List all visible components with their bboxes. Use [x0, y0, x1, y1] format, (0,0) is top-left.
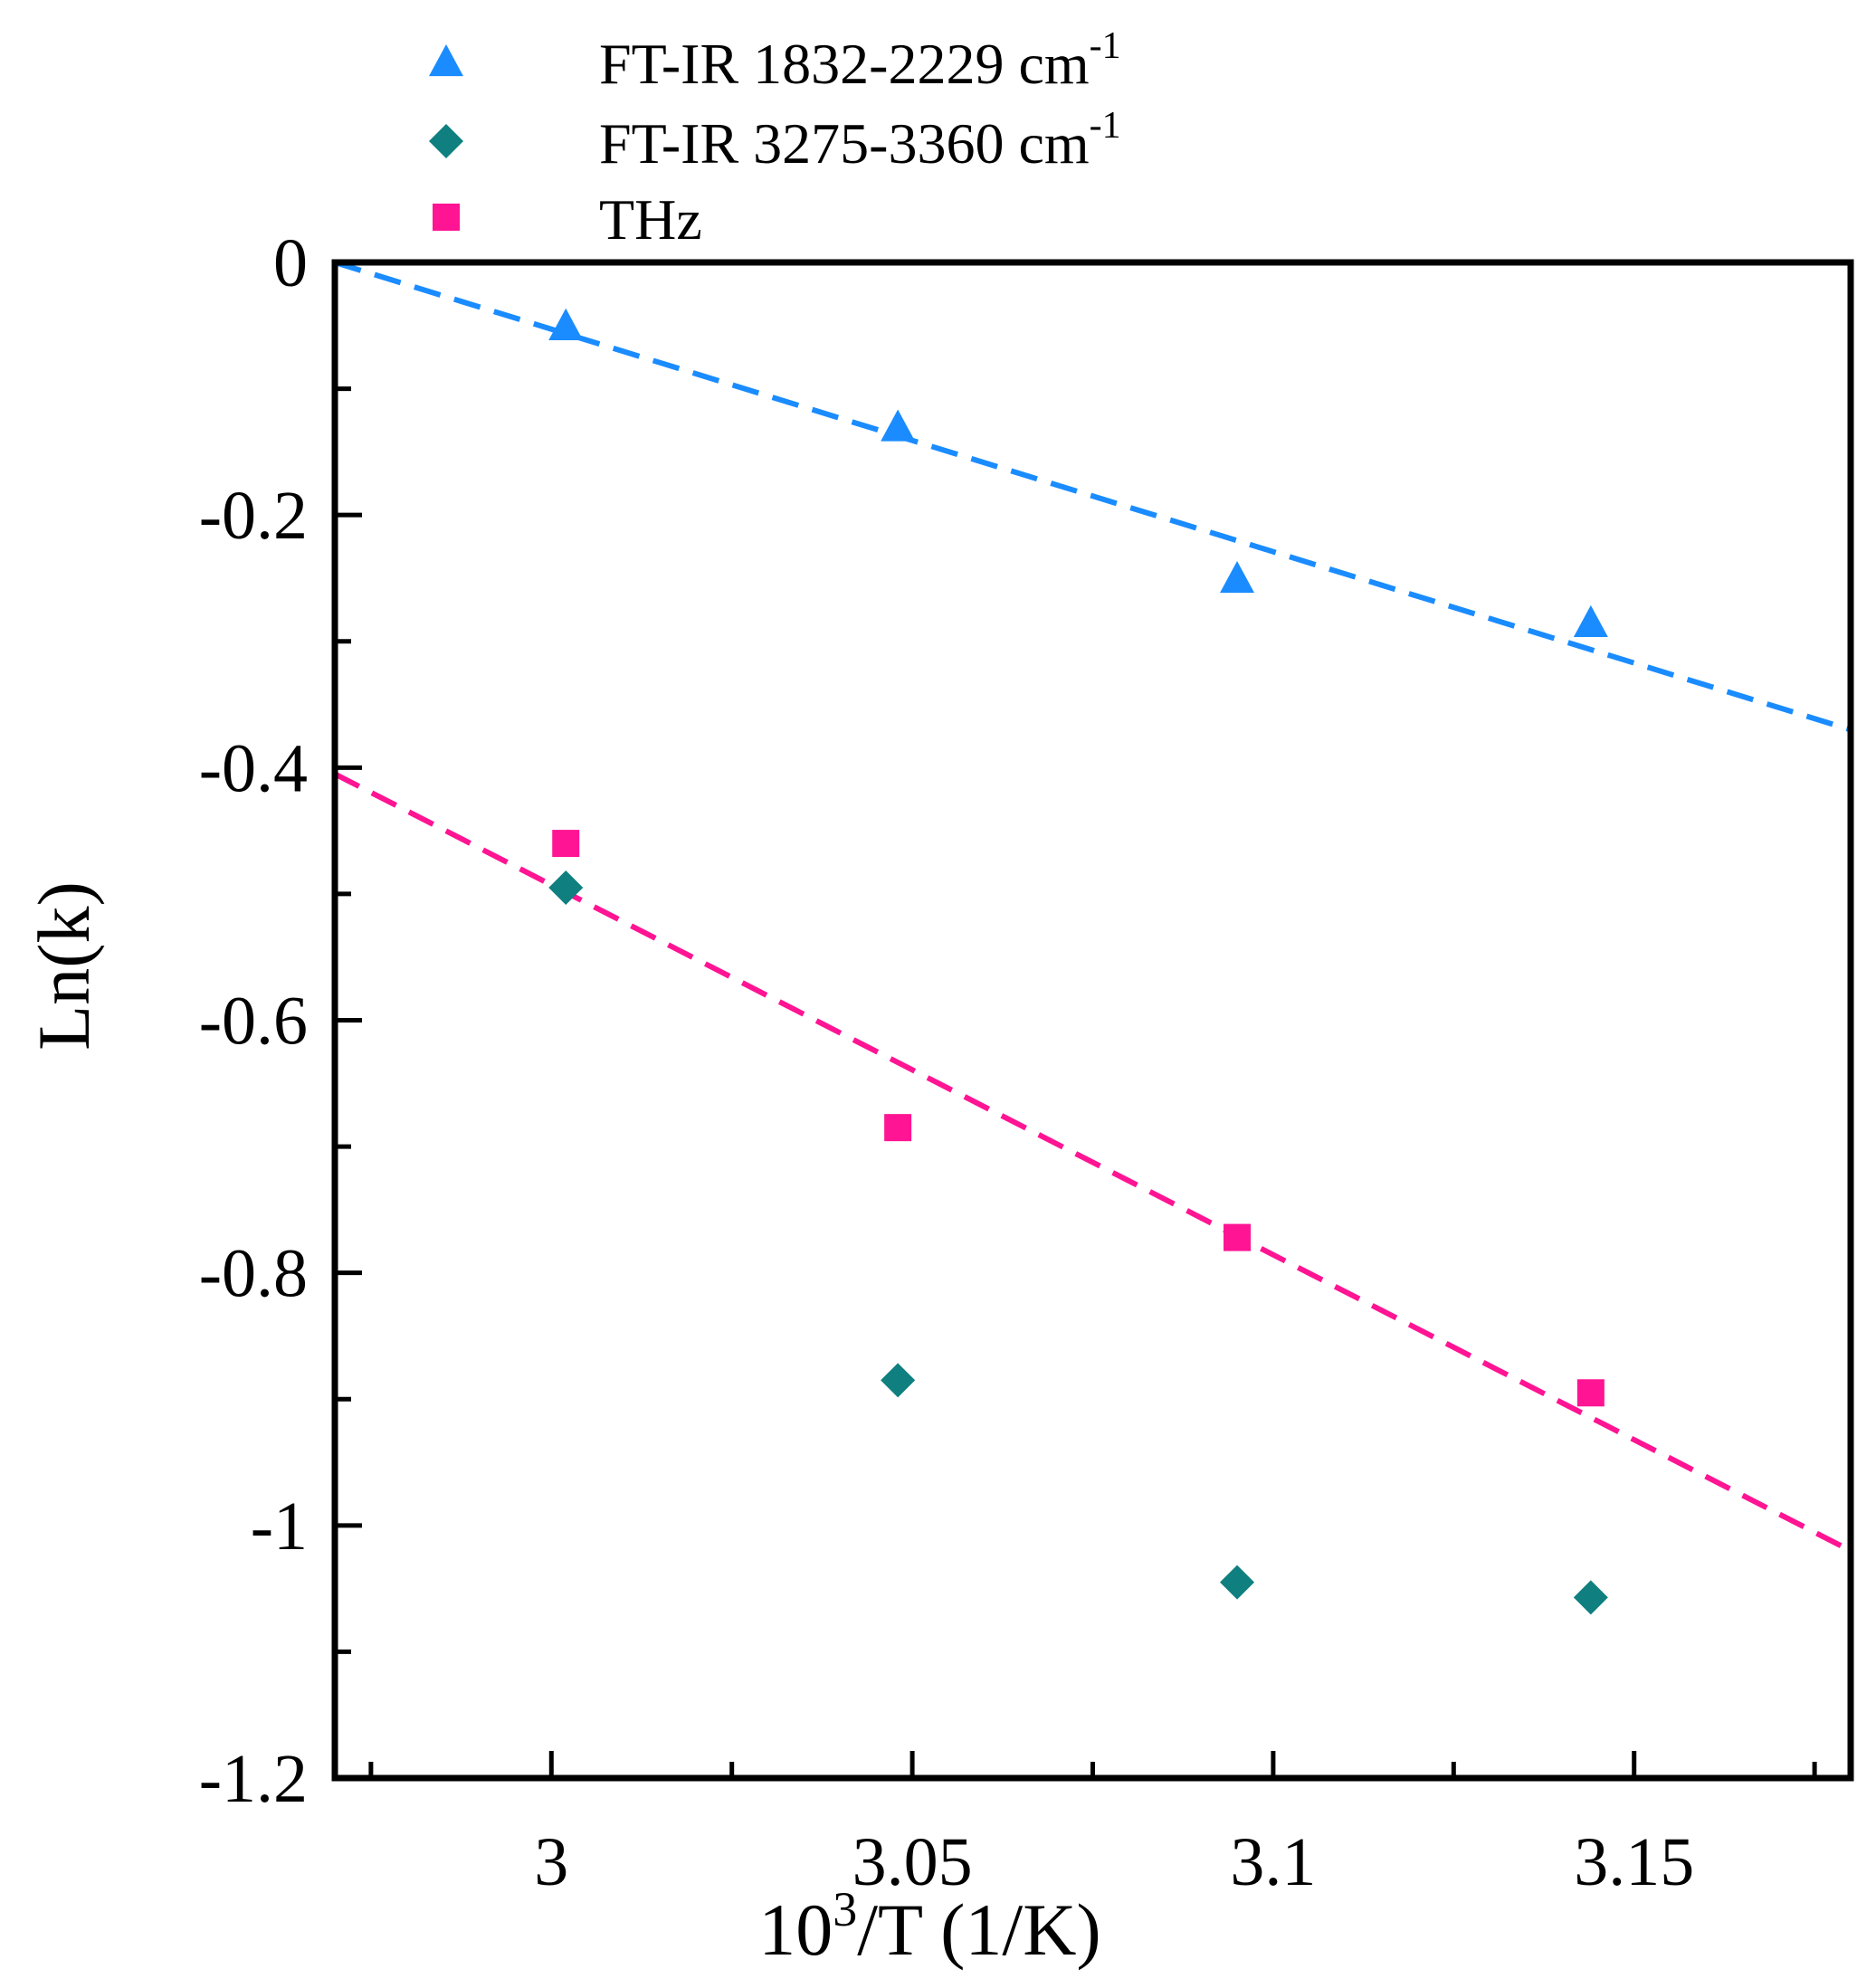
x-axis-title: 103/T (1/K) [758, 1882, 1101, 1971]
plot-frame [331, 259, 1854, 1782]
data-point-square [552, 830, 580, 858]
y-tick-label: -0.8 [199, 1236, 308, 1312]
x-tick-label: 3.15 [1574, 1824, 1694, 1900]
y-tick-label: 0 [273, 225, 308, 301]
x-axis-title-rest: /T (1/K) [857, 1888, 1101, 1971]
legend: FT-IR 1832-2229 cm-1 FT-IR 3275-3360 cm-1… [429, 25, 1121, 252]
fit-lines [333, 260, 1852, 1554]
fit-line-triangle [334, 260, 1852, 733]
data-point-triangle [1573, 604, 1608, 637]
y-tick-label: -0.4 [199, 730, 308, 806]
data-point-diamond [548, 870, 584, 905]
legend-marker-diamond [429, 124, 463, 158]
x-tick-label: 3.1 [1230, 1824, 1316, 1900]
y-axis-title: Ln(k) [23, 881, 105, 1051]
data-point-triangle [1220, 560, 1255, 594]
y-tick-label: -0.2 [199, 478, 308, 554]
data-point-triangle [548, 308, 584, 340]
x-axis-title-base: 10 [758, 1888, 833, 1971]
x-tick-label: 3 [534, 1824, 568, 1900]
data-point-diamond [1573, 1580, 1608, 1615]
fit-line-square [333, 771, 1852, 1554]
data-point-triangle [881, 409, 916, 442]
y-tick-label: -0.6 [199, 984, 308, 1060]
legend-label: FT-IR 1832-2229 cm-1 [599, 25, 1121, 96]
x-axis-title-sup: 3 [833, 1882, 857, 1936]
data-point-square [1224, 1223, 1252, 1251]
x-tick-label: 3.05 [852, 1824, 973, 1900]
data-point-square [884, 1114, 912, 1142]
data-markers [548, 308, 1608, 1615]
y-tick-label: -1 [251, 1489, 308, 1565]
data-point-square [1576, 1379, 1605, 1407]
legend-marker-square [433, 204, 460, 231]
axis-ticks: 3 3.05 3.1 3.15 0 -0.2 -0.4 -0.6 -0.8 -1 -1.2 [199, 225, 1817, 1900]
legend-label: THz [599, 187, 702, 252]
legend-label: FT-IR 3275-3360 cm-1 [599, 105, 1121, 176]
data-point-diamond [881, 1363, 916, 1398]
legend-marker-triangle [429, 44, 463, 77]
y-tick-label: -1.2 [199, 1741, 308, 1817]
data-point-diamond [1220, 1565, 1255, 1600]
